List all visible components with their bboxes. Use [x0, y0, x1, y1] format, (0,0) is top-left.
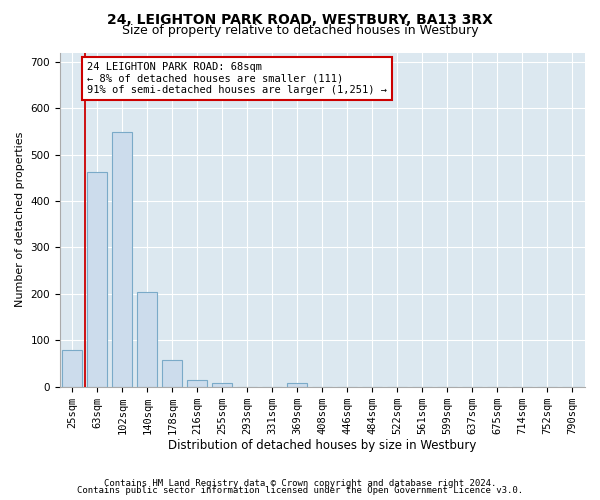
Bar [212, 383, 232, 386]
Text: Size of property relative to detached houses in Westbury: Size of property relative to detached ho… [122, 24, 478, 37]
X-axis label: Distribution of detached houses by size in Westbury: Distribution of detached houses by size … [168, 440, 476, 452]
Bar [88, 172, 107, 386]
Bar [187, 380, 208, 386]
Bar [163, 360, 182, 386]
Text: Contains public sector information licensed under the Open Government Licence v3: Contains public sector information licen… [77, 486, 523, 495]
Bar [112, 132, 133, 386]
Bar [62, 350, 82, 387]
Bar [137, 292, 157, 386]
Y-axis label: Number of detached properties: Number of detached properties [15, 132, 25, 308]
Text: 24, LEIGHTON PARK ROAD, WESTBURY, BA13 3RX: 24, LEIGHTON PARK ROAD, WESTBURY, BA13 3… [107, 12, 493, 26]
Text: Contains HM Land Registry data © Crown copyright and database right 2024.: Contains HM Land Registry data © Crown c… [104, 478, 496, 488]
Bar [287, 383, 307, 386]
Text: 24 LEIGHTON PARK ROAD: 68sqm
← 8% of detached houses are smaller (111)
91% of se: 24 LEIGHTON PARK ROAD: 68sqm ← 8% of det… [87, 62, 387, 95]
